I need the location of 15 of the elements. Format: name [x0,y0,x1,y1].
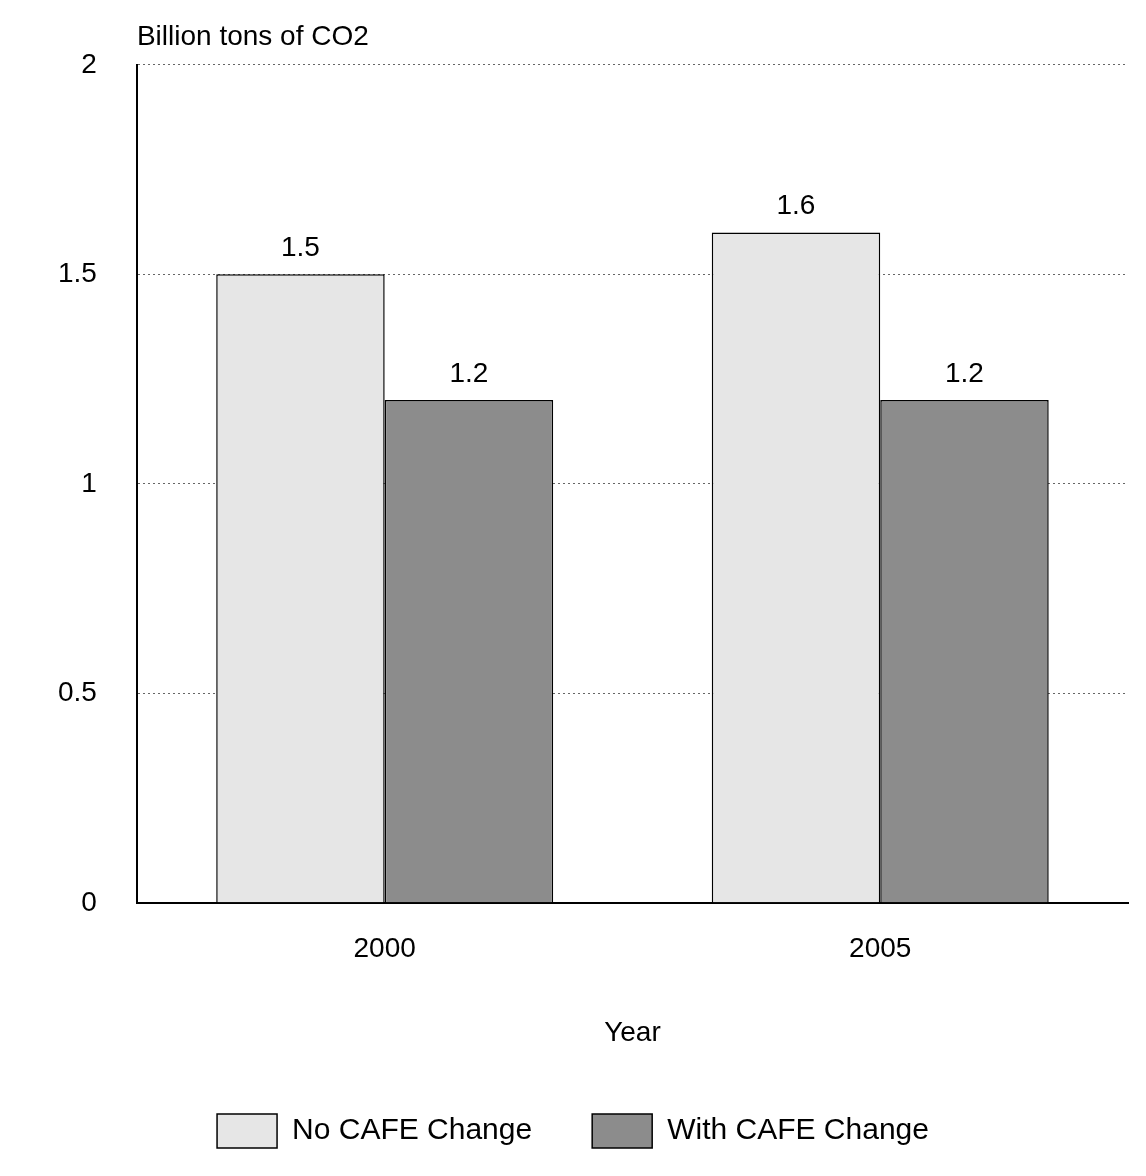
y-axis-title: Billion tons of CO2 [136,19,369,51]
y-tick-label: 1.5 [57,257,97,289]
x-tick-label: 2000 [353,932,416,964]
y-tick-label: 2 [81,47,97,79]
legend-label: No CAFE Change [292,1112,533,1146]
data-label: 1.5 [280,231,320,263]
y-tick-label: 0 [81,885,97,917]
x-tick-label: 2005 [849,932,912,964]
legend-label: With CAFE Change [667,1112,929,1146]
data-label: 1.2 [449,356,489,388]
data-label: 1.2 [945,356,984,388]
data-label: 1.6 [776,189,816,221]
y-tick-label: 0.5 [57,676,97,708]
x-axis-title: Year [604,1015,661,1047]
y-tick-label: 1 [81,466,97,498]
